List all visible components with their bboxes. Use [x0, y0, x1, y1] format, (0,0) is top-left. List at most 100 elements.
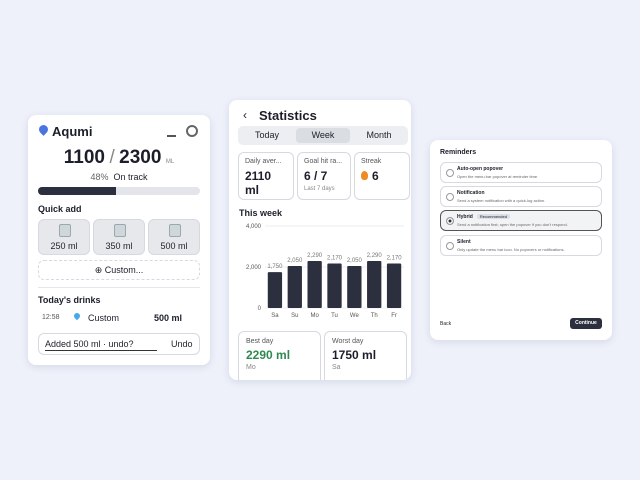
bar — [347, 265, 362, 308]
x-tick-label: Th — [371, 313, 378, 319]
statistics-card: ‹ Statistics Today Week Month Daily aver..… — [229, 100, 411, 380]
logo — [37, 123, 50, 136]
bar-chart: 0 2,000 4,000 1,750 Sa 2,050 Su 2,290 Mo 2,170 Tu 2… — [246, 224, 404, 319]
drop-icon — [72, 311, 82, 321]
streak-icon — [361, 171, 368, 180]
option-description: Send a notification first; open the popo… — [457, 222, 568, 227]
worst-value: 1750 ml — [332, 348, 377, 362]
stat-card: Streak 6 — [354, 152, 410, 200]
stats-icon[interactable] — [167, 126, 176, 137]
tabs: Today Week Month — [238, 126, 408, 145]
stat-number: 6 / 7 — [304, 169, 328, 183]
option-name: Auto-open popover — [457, 166, 504, 172]
quick-add-button[interactable]: 250 ml — [38, 219, 90, 255]
option-name: Notification — [457, 190, 485, 196]
bar — [386, 263, 402, 308]
reminder-option[interactable]: Notification Send a system notification w… — [440, 186, 602, 207]
reminder-option[interactable]: Silent Only update the menu bar icon. No … — [440, 235, 602, 256]
back-button[interactable]: Back — [440, 321, 452, 327]
option-name: Hybrid — [457, 214, 473, 220]
bar — [287, 265, 302, 308]
x-tick-label: Tu — [331, 313, 338, 319]
best-value: 2290 ml — [246, 348, 291, 362]
value-label: 2,050 — [347, 258, 363, 264]
status-line: 48% On track — [28, 172, 210, 182]
tracker-card: Aqumi 1100 / 2300 ML 48% On track Quick … — [28, 115, 210, 365]
custom-button[interactable]: ⊕ Custom... — [38, 260, 200, 280]
toast-action[interactable]: Undo — [171, 339, 193, 349]
worst-label: Worst day — [332, 338, 364, 345]
consumed: 1100 — [63, 147, 105, 168]
toast-timer — [45, 350, 157, 351]
option-title: Silent — [457, 239, 471, 245]
y-tick-label: 2,000 — [246, 265, 262, 271]
option-description: Only update the menu bar icon. No popove… — [457, 247, 565, 252]
value-label: 2,170 — [327, 256, 343, 262]
section-title: Today's drinks — [38, 295, 101, 305]
y-tick-label: 0 — [258, 306, 262, 312]
tab[interactable]: Today — [254, 130, 280, 140]
toast-message: Added 500 ml · undo? — [45, 339, 134, 349]
stat-label: Goal hit ra... — [304, 158, 343, 165]
stat-value: 2110 — [245, 169, 271, 183]
tab[interactable]: Month — [366, 130, 392, 140]
option-description: Open the menu bar popover at reminder ti… — [457, 174, 539, 179]
x-tick-label: Fr — [391, 313, 397, 319]
screen-title: Statistics — [259, 108, 317, 123]
quick-add-button[interactable]: 500 ml — [148, 219, 200, 255]
best-label: Best day — [246, 338, 274, 345]
option-title: Notification — [457, 190, 485, 196]
option-description: Send a system notification with a quick-… — [457, 198, 546, 203]
custom-label: Custom... — [104, 265, 144, 275]
quick-add-button[interactable]: 350 ml — [93, 219, 145, 255]
progress-track — [38, 187, 200, 195]
quick-add-label: 350 ml — [105, 241, 133, 251]
y-tick-label: 4,000 — [246, 224, 262, 230]
back-arrow[interactable]: ‹ — [243, 108, 247, 122]
value-label: 2,050 — [287, 258, 303, 264]
separator: / — [109, 147, 115, 168]
progress-label: 48% — [90, 172, 109, 182]
option-title: Hybrid Recommended — [457, 214, 510, 220]
stat-value: 6 — [361, 169, 379, 183]
section-title: This week — [239, 208, 283, 218]
value-label: 2,290 — [367, 253, 383, 259]
quick-add-label: 500 ml — [160, 241, 188, 251]
stat-card: Daily aver... 2110 ml — [238, 152, 294, 200]
bar — [367, 261, 382, 308]
drink-amount: 500 ml — [154, 313, 183, 323]
stat-card: Goal hit ra... 6 / 7 Last 7 days — [297, 152, 351, 200]
stat-value: 6 / 7 — [304, 169, 327, 183]
radio — [446, 193, 454, 201]
divider — [38, 287, 200, 288]
stat-number: 6 — [372, 169, 379, 183]
quick-add-label: 250 ml — [50, 241, 78, 251]
radio — [446, 217, 454, 225]
bar — [327, 263, 342, 308]
stat-number: 2110 — [245, 169, 272, 183]
x-tick-label: Mo — [310, 313, 319, 319]
bar — [267, 272, 283, 308]
worst-card: Worst day 1750 ml Sa — [324, 331, 407, 380]
tab[interactable]: Week — [296, 128, 350, 143]
intake: 1100 / 2300 ML — [28, 147, 210, 169]
reminder-option[interactable]: Hybrid Recommended Send a notification fir… — [440, 210, 602, 231]
continue-button[interactable]: Continue — [570, 318, 602, 329]
reminders-card: Reminders Auto-open popover Open the menu… — [430, 140, 612, 340]
worst-day: Sa — [332, 364, 341, 371]
radio — [446, 242, 454, 250]
drink-time: 12:58 — [42, 314, 60, 321]
stat-label: Daily aver... — [245, 158, 282, 165]
progress-fill — [38, 187, 116, 195]
radio — [446, 169, 454, 177]
value-label: 2,170 — [387, 256, 403, 262]
stat-label: Streak — [361, 158, 382, 165]
drink-icon — [59, 224, 71, 237]
value-label: 2,290 — [307, 253, 323, 259]
x-tick-label: Sa — [271, 313, 279, 319]
section-title: Quick add — [38, 204, 82, 214]
settings-icon[interactable] — [186, 125, 198, 137]
reminder-option[interactable]: Auto-open popover Open the menu bar popov… — [440, 162, 602, 183]
x-tick-label: We — [350, 313, 360, 319]
